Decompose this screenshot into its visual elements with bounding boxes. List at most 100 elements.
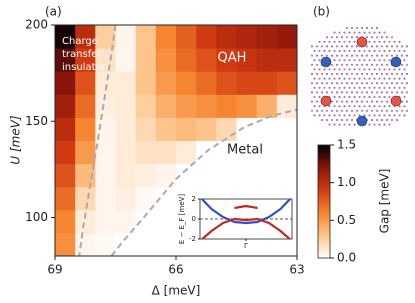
lattice-dot: [370, 36, 374, 39]
heat-cell: [115, 209, 137, 234]
annotation: insulator: [62, 62, 107, 73]
lattice-dot: [340, 45, 344, 48]
lattice-dot: [403, 86, 406, 89]
lattice-dot: [360, 63, 364, 66]
heat-cell: [95, 186, 116, 211]
lattice-dot: [395, 54, 399, 57]
lattice-dot: [335, 36, 339, 39]
lattice-dot: [330, 72, 334, 76]
lattice-dot: [370, 91, 374, 94]
lattice-dot: [328, 77, 331, 80]
lattice-dot: [400, 54, 404, 57]
inset-y-label: E − E_F [meV]: [178, 194, 186, 245]
lattice-dot: [398, 105, 401, 108]
lattice-dot: [390, 118, 394, 122]
lattice-dot: [383, 95, 386, 99]
x-tick-label: 66: [168, 263, 183, 277]
lattice-dot: [380, 91, 384, 94]
lattice-site: [356, 36, 368, 48]
lattice-dot: [390, 45, 394, 48]
heat-cell: [155, 232, 177, 256]
lattice-dot: [330, 63, 334, 66]
lattice-dot: [323, 114, 326, 117]
y-tick-label: 150: [25, 114, 48, 128]
lattice-dot: [370, 54, 374, 57]
lattice-dot: [390, 72, 394, 76]
lattice-dot: [380, 72, 384, 76]
heat-cell: [155, 140, 177, 165]
lattice-dot: [363, 68, 366, 71]
lattice-dot: [380, 109, 384, 112]
heat-cell: [115, 140, 137, 165]
lattice-dot: [380, 63, 384, 66]
heat-cell: [155, 186, 177, 211]
lattice-dot: [313, 77, 316, 80]
colorbar-tick-label: 1.5: [337, 138, 356, 152]
lattice-dot: [378, 114, 381, 117]
heat-cell: [75, 94, 96, 118]
heat-cell: [135, 163, 157, 188]
boundaries: [78, 25, 297, 256]
colorbar-tick-label: 1.0: [337, 175, 356, 189]
heat-cell: [55, 48, 76, 72]
lattice-dot: [340, 54, 344, 57]
heat-cell: [135, 209, 157, 234]
lattice-dot: [403, 105, 406, 108]
lattice-dot: [403, 49, 406, 53]
lattice-dot: [340, 91, 344, 94]
lattice-dot: [328, 40, 331, 43]
lattice-dot: [343, 40, 346, 43]
lattice-dot: [333, 31, 336, 34]
lattice-dot: [380, 54, 384, 57]
lattice-dot: [313, 105, 316, 108]
lattice-dot: [380, 36, 384, 39]
lattice-dot: [368, 95, 371, 99]
lattice-dot: [328, 86, 331, 89]
lattice-dot: [368, 114, 371, 117]
lattice-dot: [398, 49, 401, 53]
heat-cell: [75, 209, 96, 234]
lattice-dot: [328, 105, 331, 108]
lattice-dot: [385, 54, 389, 57]
lattice-dot: [315, 91, 319, 94]
lattice-dot: [338, 86, 341, 89]
lattice-dot: [343, 77, 346, 80]
lattice-dot: [365, 45, 369, 48]
lattice-dot: [338, 77, 341, 80]
lattice-dot: [393, 40, 396, 43]
lattice-dot: [400, 63, 404, 66]
lattice-dot: [340, 100, 344, 103]
heat-cell: [256, 71, 278, 95]
lattice-dot: [313, 49, 316, 53]
heat-cell: [155, 94, 177, 118]
heat-cell: [95, 25, 116, 49]
lattice-dot: [310, 63, 314, 66]
lattice-dot: [398, 114, 401, 117]
lattice-dot: [370, 45, 374, 48]
heat-cell: [196, 48, 217, 72]
lattice-dot: [368, 59, 371, 62]
lattice-dot: [393, 49, 396, 53]
lattice-dot: [333, 114, 336, 117]
heat-cell: [55, 25, 76, 49]
x-axis-label: Δ [meV]: [152, 284, 201, 298]
lattice-dot: [350, 36, 354, 39]
lattice-dot: [325, 54, 329, 57]
lattice-dot: [378, 105, 381, 108]
heat-cell: [55, 117, 76, 141]
lattice-dot: [393, 86, 396, 89]
lattice-dot: [333, 40, 336, 43]
lattice-dot: [395, 118, 399, 122]
lattice-dot: [390, 109, 394, 112]
panel-label: (b): [313, 5, 330, 19]
lattice-dot: [313, 114, 316, 117]
lattice-dot: [385, 100, 389, 103]
heat-cell: [196, 71, 217, 95]
lattice-dot: [370, 63, 374, 66]
lattice-dot: [380, 100, 384, 103]
lattice-dot: [385, 45, 389, 48]
lattice-dot: [360, 82, 364, 85]
lattice-dot: [338, 123, 341, 126]
lattice-dot: [323, 68, 326, 71]
lattice-dot: [335, 63, 339, 66]
